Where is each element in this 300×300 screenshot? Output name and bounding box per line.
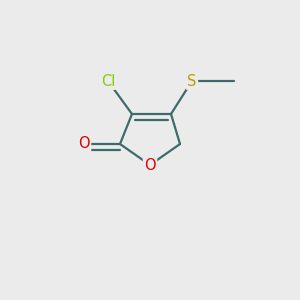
Text: Cl: Cl [101, 74, 115, 88]
Text: O: O [78, 136, 90, 152]
Text: S: S [187, 74, 197, 88]
Text: O: O [144, 158, 156, 172]
